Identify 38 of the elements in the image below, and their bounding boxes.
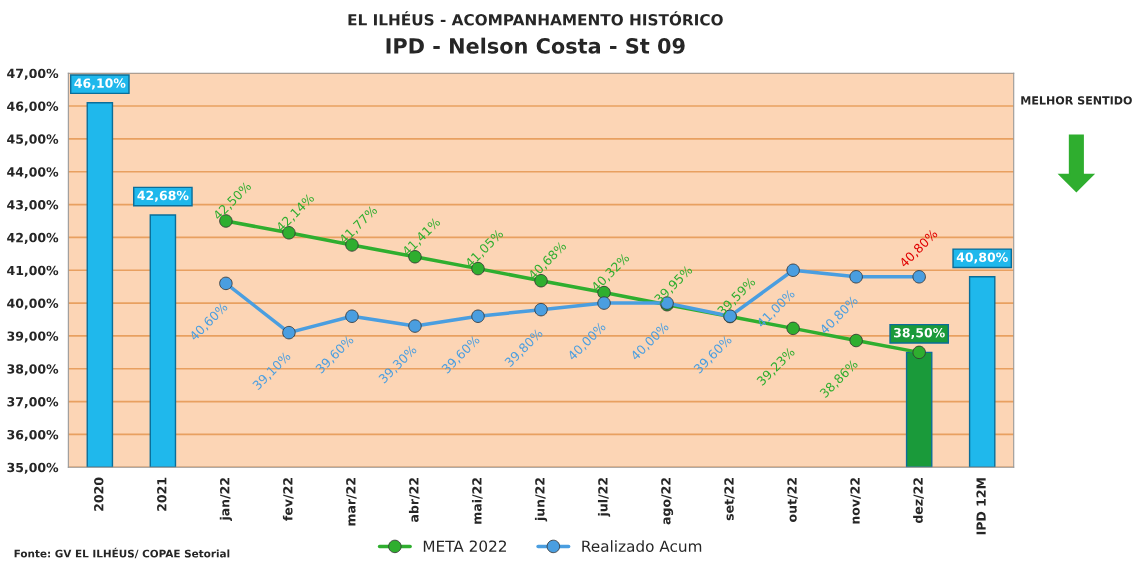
x-tick-label: out/22 bbox=[787, 478, 798, 522]
data-label: 40,80% bbox=[956, 252, 1008, 264]
x-tick-label: abr/22 bbox=[408, 478, 420, 522]
x-tick-label: mar/22 bbox=[346, 478, 357, 526]
y-tick-label: 35,00% bbox=[7, 462, 59, 474]
data-label: 38,50% bbox=[893, 327, 945, 340]
x-tick-label: dez/22 bbox=[913, 478, 924, 524]
y-tick-label: 40,00% bbox=[7, 298, 59, 310]
x-tick-label: 2020 bbox=[94, 477, 104, 511]
x-tick-label: 2021 bbox=[157, 477, 167, 511]
legend-label: META 2022 bbox=[423, 540, 506, 552]
text: MELHOR SENTIDO bbox=[1021, 96, 1132, 105]
y-tick-label: 36,00% bbox=[7, 429, 59, 441]
x-tick-label: nov/22 bbox=[850, 478, 861, 524]
y-tick-label: 46,00% bbox=[7, 101, 59, 113]
y-tick-label: 45,00% bbox=[7, 134, 59, 146]
x-tick-label: jun/22 bbox=[534, 478, 548, 522]
y-tick-label: 42,00% bbox=[7, 232, 59, 244]
y-tick-label: 37,00% bbox=[7, 397, 59, 409]
chart-subtitle: EL ILHÉUS - ACOMPANHAMENTO HISTÓRICO bbox=[348, 11, 723, 26]
y-tick-label: 44,00% bbox=[7, 167, 59, 179]
y-tick-label: 47,00% bbox=[7, 68, 59, 80]
source-note: Fonte: GV EL ILHÉUS/ COPAE Setorial bbox=[14, 547, 230, 559]
legend-label: Realizado Acum bbox=[582, 540, 702, 552]
x-tick-label: IPD 12M bbox=[976, 478, 986, 535]
y-tick-label: 39,00% bbox=[7, 331, 59, 343]
x-tick-label: ago/22 bbox=[661, 478, 674, 525]
y-tick-label: 38,00% bbox=[7, 364, 59, 376]
data-label: 46,10% bbox=[74, 78, 126, 90]
y-tick-label: 41,00% bbox=[7, 265, 59, 277]
chart-title: IPD - Nelson Costa - St 09 bbox=[386, 37, 685, 54]
x-tick-label: mai/22 bbox=[471, 478, 483, 524]
x-tick-label: fev/22 bbox=[282, 478, 294, 521]
x-tick-label: jul/22 bbox=[597, 478, 611, 517]
data-label: 42,68% bbox=[137, 190, 189, 202]
x-tick-label: jan/22 bbox=[219, 478, 232, 522]
x-tick-label: set/22 bbox=[724, 478, 735, 521]
y-tick-label: 43,00% bbox=[7, 200, 59, 212]
